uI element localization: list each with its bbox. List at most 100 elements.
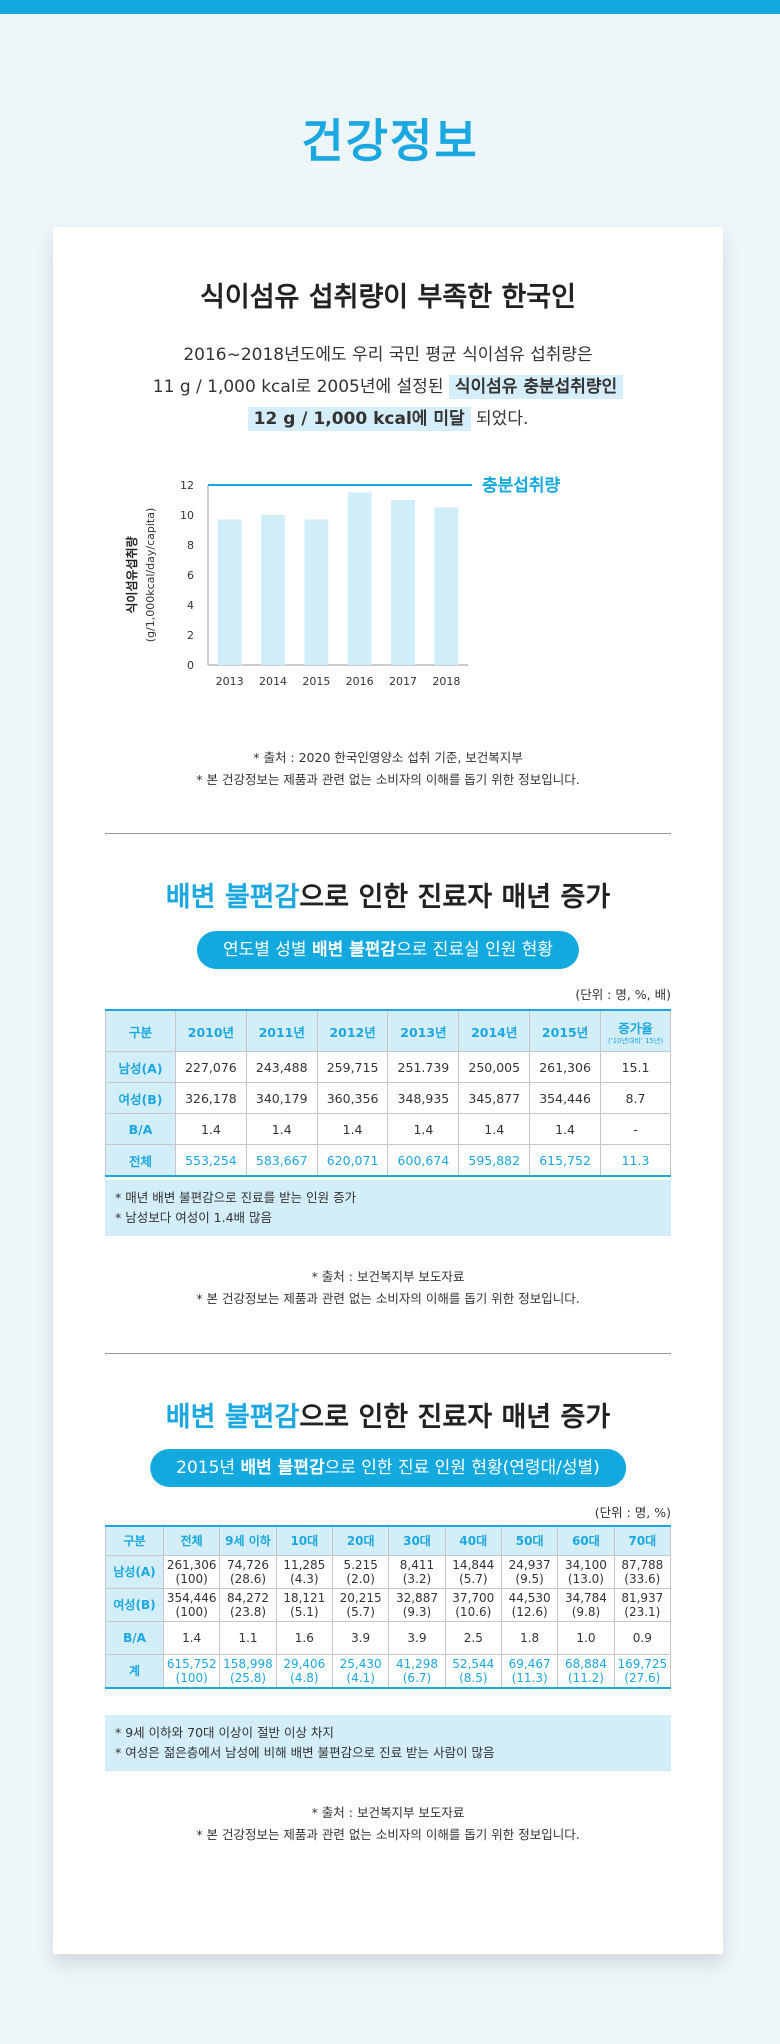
header-label: 2012년 [329, 1024, 376, 1040]
cell-value: 29,406 [283, 1657, 326, 1671]
bar-2018 [434, 507, 459, 665]
table-cell: 261,306 (100) [162, 1555, 221, 1589]
table-cell: 243,488 [245, 1051, 318, 1083]
table-cell: 259,715 [316, 1051, 389, 1083]
note-item: * 남성보다 여성이 1.4배 많음 [115, 1210, 273, 1225]
table-cell: 37,700 (10.6) [444, 1588, 502, 1622]
note-item: * 여성은 젊은층에서 남성에 비해 배변 불편감으로 진료 받는 사람이 많음 [115, 1745, 495, 1760]
table-cell: 29,406 (4.8) [275, 1654, 333, 1689]
table-cell: 81,937 (23.1) [613, 1588, 672, 1622]
table-cell: 2.5 [444, 1621, 502, 1655]
x-tick-label: 2017 [389, 675, 417, 688]
cell-percent: (33.6) [624, 1572, 661, 1586]
table-cell: 11,285 (4.3) [275, 1555, 333, 1589]
table-header-cell: 구분 [105, 1009, 176, 1052]
info-card: 식이섬유 섭취량이 부족한 한국인 2016~2018년도에도 우리 국민 평균… [53, 227, 723, 1954]
cell-value: 615,752 [166, 1657, 217, 1671]
table-cell: 354,446 (100) [162, 1588, 221, 1622]
section1-source-block: * 출처 : 2020 한국인영양소 섭취 기준, 보건복지부 * 본 건강정보… [53, 747, 723, 791]
bar-2014 [261, 515, 285, 665]
table-cell: 15.1 [600, 1051, 671, 1083]
table-row: B/A 1.4 1.4 1.4 1.4 1.4 1.4- [105, 1113, 671, 1145]
cell-value: 261,306 [166, 1558, 217, 1572]
table-cell: 1.6 [275, 1621, 333, 1655]
cell-percent: (13.0) [567, 1572, 604, 1586]
table-cell: 1.1 [219, 1621, 277, 1655]
header-label: 2013년 [400, 1024, 447, 1040]
table-cell: 11.3 [600, 1144, 671, 1177]
bar-2017 [391, 500, 415, 665]
cell-percent: (5.7) [459, 1572, 488, 1586]
cell-percent: (100) [175, 1572, 208, 1586]
cell-percent: (4.3) [290, 1572, 319, 1586]
y-axis-title: 식이섬유섭취량 [124, 536, 139, 613]
top-accent-bar [0, 0, 780, 14]
pill-pre: 연도별 성별 [222, 940, 312, 960]
table-cell: 1.4 [175, 1113, 247, 1145]
cell-percent: (9.3) [402, 1605, 432, 1619]
table-row: 계 615,752 (100) 158,998 (25.8) 29,406 (4.8) 25,… [105, 1654, 672, 1689]
bar-2016 [347, 492, 372, 665]
cell-percent: (11.3) [511, 1671, 548, 1685]
table-cell: 340,179 [245, 1082, 318, 1114]
table-cell: 354,446 [529, 1082, 601, 1114]
table-cell: 5.215 (2.0) [331, 1555, 390, 1589]
table-header-cell: 40대 [444, 1525, 502, 1556]
cell-percent: (8.5) [459, 1671, 488, 1685]
section2-title: 배변 불편감으로 인한 진료자 매년 증가 [53, 875, 723, 914]
section3-title: 배변 불편감으로 인한 진료자 매년 증가 [53, 1395, 723, 1434]
table-cell: 615,752 (100) [162, 1654, 221, 1689]
cell-percent: (100) [175, 1605, 208, 1619]
cell-value: 41,298 [395, 1657, 438, 1671]
y-tick-label: 0 [187, 659, 194, 672]
cell-value: 87,788 [621, 1558, 664, 1572]
header-label: 2011년 [258, 1024, 305, 1040]
cell-value: 32,887 [395, 1591, 438, 1605]
table-cell: 250,005 [458, 1051, 531, 1083]
cell-value: 11,285 [283, 1558, 326, 1572]
table-row: 여성(B) 354,446 (100) 84,272 (23.8) 18,121 (5.1)… [105, 1588, 672, 1622]
table-cell: 620,071 [316, 1144, 389, 1177]
table-cell: 1.4 [245, 1113, 318, 1145]
cell-percent: (100) [175, 1671, 208, 1685]
row-header: 여성(B) [105, 1588, 164, 1622]
table-cell: 326,178 [175, 1082, 247, 1114]
header-label: 2015년 [541, 1024, 589, 1040]
table-header-cell: 70대 [613, 1525, 672, 1556]
intro-line-3-text: 되었다. [470, 409, 529, 429]
table-header-cell: 50대 [500, 1525, 559, 1556]
table-cell: 3.9 [331, 1621, 390, 1655]
section2-subtitle-pill: 연도별 성별 배변 불편감으로 진료실 인원 현황 [196, 931, 580, 969]
y-tick-label: 4 [187, 599, 194, 612]
cell-value: 1.8 [520, 1631, 540, 1645]
section2-source-block: * 출처 : 보건복지부 보도자료 * 본 건강정보는 제품과 관련 없는 소비… [53, 1266, 723, 1310]
cell-value: 34,784 [564, 1591, 607, 1605]
table-header-cell: 2014년 [458, 1009, 531, 1052]
cell-value: 14,844 [452, 1558, 495, 1572]
table-cell: 227,076 [175, 1051, 247, 1083]
table-cell: 600,674 [387, 1144, 460, 1177]
pill-post: 으로 인한 진료 인원 현황(연령대/성별) [324, 1458, 600, 1478]
table-cell: 345,877 [458, 1082, 531, 1114]
table-cell: 69,467 (11.3) [500, 1654, 559, 1689]
cell-value: 2.5 [463, 1631, 483, 1645]
section3-notes: * 9세 이하와 70대 이상이 절반 이상 차지 * 여성은 젊은층에서 남성… [105, 1715, 671, 1771]
table-cell: 3.9 [388, 1621, 446, 1655]
y-tick-label: 2 [187, 629, 194, 642]
cell-value: 0.9 [632, 1631, 652, 1645]
table-header-cell: 30대 [388, 1525, 446, 1556]
cell-value: 37,700 [452, 1591, 495, 1605]
section1-source: * 출처 : 2020 한국인영양소 섭취 기준, 보건복지부 [253, 750, 523, 765]
table-header-row: 구분 전체 9세 이하 10대 20대 30대 40대 50대 60대 70대 [105, 1525, 672, 1556]
cell-value: 354,446 [166, 1591, 217, 1605]
cell-value: 5.215 [343, 1558, 378, 1572]
table-cell: 158,998 (25.8) [219, 1654, 277, 1689]
table-row: 남성(A) 261,306 (100) 74,726 (28.6) 11,285 (4.3)… [105, 1555, 672, 1589]
section3-source-block: * 출처 : 보건복지부 보도자료 * 본 건강정보는 제품과 관련 없는 소비… [53, 1802, 723, 1846]
page-title: 건강정보 [301, 114, 479, 168]
cell-percent: (9.8) [571, 1605, 601, 1619]
cell-percent: (28.6) [229, 1572, 267, 1586]
cell-percent: (25.8) [229, 1671, 267, 1685]
table-cell: 18,121 (5.1) [275, 1588, 333, 1622]
table-cell: 251.739 [387, 1051, 460, 1083]
